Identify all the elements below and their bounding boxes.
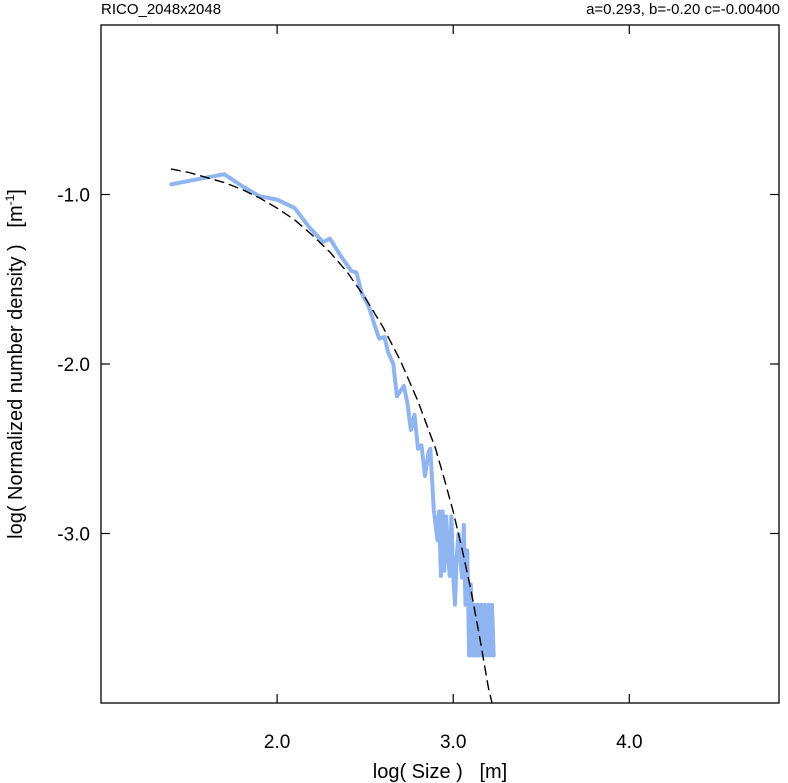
x-tick-label: 4.0	[616, 732, 642, 753]
y-tick-label: -2.0	[57, 355, 90, 376]
y-axis-label-main: log( Normalized number density ) [m	[5, 205, 27, 538]
series-layer	[169, 168, 496, 704]
axis-ticks	[101, 25, 779, 703]
x-tick-label: 2.0	[264, 732, 290, 753]
chart-title-left: RICO_2048x2048	[101, 1, 221, 18]
y-axis-label: log( Normalized number density ) [m-1]	[3, 189, 27, 539]
chart-title-right: a=0.293, b=-0.20 c=-0.00400	[586, 1, 780, 18]
observed-series-line	[169, 172, 496, 658]
y-tick-label: -3.0	[57, 525, 90, 546]
x-axis-label: log( Size ) [m]	[373, 761, 507, 783]
tick-labels: 2.0 3.0 4.0 -1.0 -2.0 -3.0	[57, 186, 642, 754]
fit-curve	[170, 168, 493, 704]
x-tick-label: 3.0	[440, 732, 466, 753]
y-axis-label-close: ]	[5, 189, 27, 195]
y-axis-label-sup: -1	[3, 194, 17, 205]
plot-frame	[100, 24, 780, 704]
y-tick-label: -1.0	[57, 186, 90, 207]
